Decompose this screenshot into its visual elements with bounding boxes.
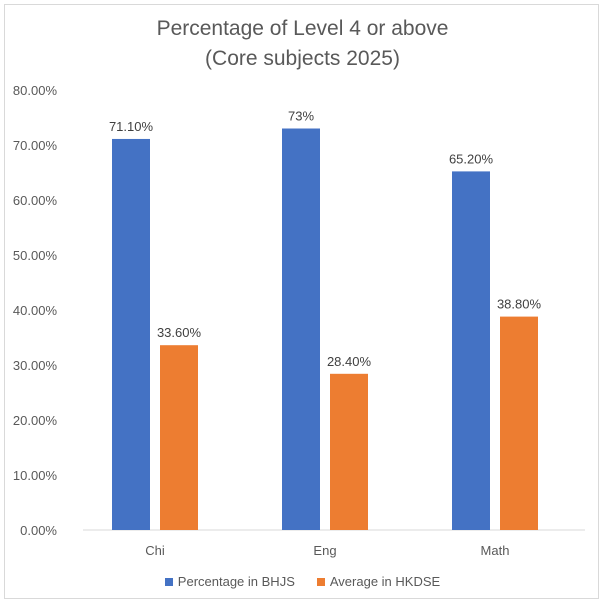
data-label: 73% — [288, 109, 314, 124]
y-tick-label: 50.00% — [13, 248, 58, 263]
bar-group — [112, 128, 538, 530]
data-label: 71.10% — [109, 119, 154, 134]
y-tick-label: 0.00% — [20, 523, 57, 538]
chart-title-line2: (Core subjects 2025) — [205, 47, 400, 70]
y-tick-label: 20.00% — [13, 413, 58, 428]
legend-item-hkdse: Average in HKDSE — [316, 574, 441, 589]
data-label: 28.40% — [327, 354, 372, 369]
legend-item-bhjs: Percentage in BHJS — [164, 574, 295, 589]
data-label: 38.80% — [497, 297, 542, 312]
y-tick-label: 70.00% — [13, 138, 58, 153]
bar-percentage-in-bhjs-eng — [282, 128, 320, 530]
data-label: 33.60% — [157, 325, 202, 340]
bar-percentage-in-bhjs-math — [452, 171, 490, 530]
bar-percentage-in-bhjs-chi — [112, 138, 150, 530]
y-tick-label: 40.00% — [13, 303, 58, 318]
y-tick-label: 30.00% — [13, 358, 58, 373]
legend: Percentage in BHJS Average in HKDSE — [0, 574, 605, 589]
bar-average-in-hkdse-eng — [330, 373, 368, 530]
chart-title-line1: Percentage of Level 4 or above — [156, 17, 449, 40]
x-tick-label: Chi — [145, 543, 165, 558]
data-label-group: 71.10% 33.60% 73% 28.40% 65.20% 38.80% — [109, 109, 542, 369]
x-tick-label: Math — [481, 543, 510, 558]
x-axis: Chi Eng Math — [145, 543, 509, 558]
legend-swatch-bhjs — [164, 577, 173, 586]
y-tick-label: 10.00% — [13, 468, 58, 483]
y-tick-label: 80.00% — [13, 83, 58, 98]
bar-average-in-hkdse-math — [500, 316, 538, 530]
y-tick-label: 60.00% — [13, 193, 58, 208]
data-label: 65.20% — [449, 151, 494, 166]
x-tick-label: Eng — [313, 543, 336, 558]
legend-swatch-hkdse — [316, 577, 325, 586]
legend-label-hkdse: Average in HKDSE — [329, 574, 441, 589]
legend-label-bhjs: Percentage in BHJS — [177, 574, 295, 589]
bar-average-in-hkdse-chi — [160, 345, 198, 530]
